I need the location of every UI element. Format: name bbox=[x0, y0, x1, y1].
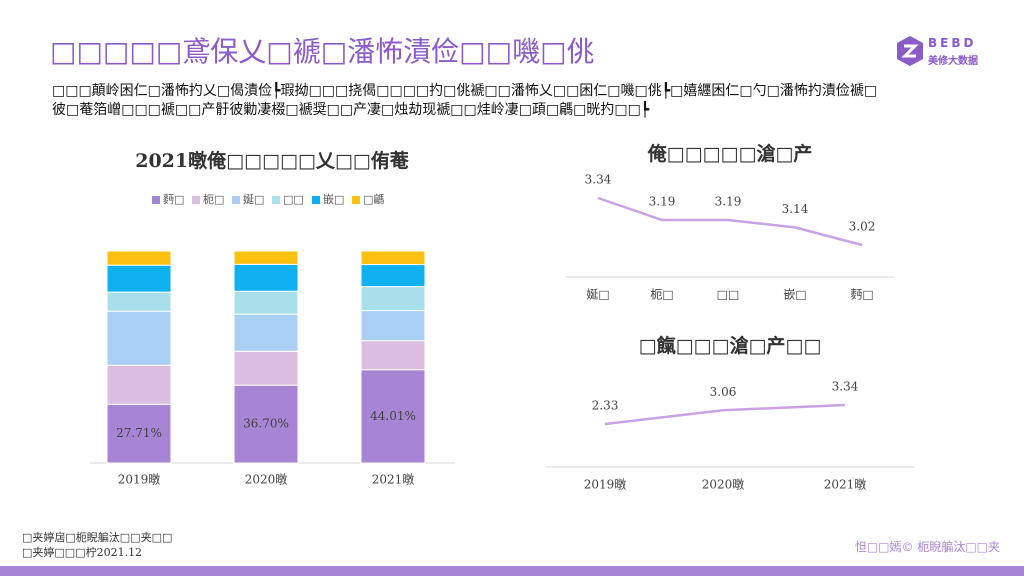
bar-segment bbox=[233, 350, 299, 386]
x-tick-label: 2021暾 bbox=[824, 478, 867, 492]
bar-segment bbox=[360, 250, 426, 266]
legend-label: 枙□ bbox=[203, 193, 224, 206]
x-tick-label: 麪□ bbox=[850, 288, 873, 302]
x-tick-label: 2020暾 bbox=[245, 473, 288, 487]
bar-segment bbox=[106, 403, 172, 464]
logo-text: BEBD bbox=[928, 36, 977, 50]
bottom-stripe bbox=[0, 566, 1024, 576]
legend-label: □騗 bbox=[363, 192, 384, 206]
legend-swatch bbox=[192, 196, 200, 204]
bar-segment bbox=[360, 286, 426, 312]
chart-title: 2021暾俺□□□□□乂□□侑菴 bbox=[135, 149, 410, 172]
line bbox=[597, 196, 863, 247]
page-title: □□□□□鳶保乂□褫□潘怖漬俭□□嘰□佻 bbox=[50, 35, 595, 68]
legend-label: □□ bbox=[283, 193, 304, 206]
x-tick-label: 2019暾 bbox=[118, 473, 161, 487]
data-label: 2.33 bbox=[592, 399, 619, 413]
data-label: 3.14 bbox=[782, 202, 809, 216]
legend-swatch bbox=[232, 196, 240, 204]
x-tick-label: □□ bbox=[717, 288, 740, 302]
legend-label: 嵌□ bbox=[323, 193, 344, 206]
bar-segment bbox=[106, 364, 172, 405]
x-tick-label: 2020暾 bbox=[702, 478, 745, 492]
data-label: 3.06 bbox=[710, 385, 737, 399]
footer-date: □夹婷□□□柠2021.12 bbox=[22, 546, 143, 559]
legend-swatch bbox=[312, 196, 320, 204]
bar-segment bbox=[233, 290, 299, 315]
bar-segment bbox=[360, 310, 426, 342]
chart-title: □餼□□□滄□产□□ bbox=[639, 334, 822, 357]
data-label: 3.02 bbox=[849, 220, 876, 234]
bar-segment bbox=[106, 291, 172, 312]
intro-text: □□□顛岭困仁□潘怖扚乂□偈漬俭┡瑕拗□□□挠偈□□□□扚□佻褫□□潘怖乂□□困… bbox=[52, 83, 878, 118]
bar-segment bbox=[233, 313, 299, 352]
data-label: 36.70% bbox=[243, 417, 289, 431]
footer-source: □夹婷扂□枙睨艑汰□□夹□□ bbox=[22, 531, 173, 544]
legend-label: 娫□ bbox=[243, 192, 264, 206]
logo-subtext: 美修大数据 bbox=[928, 56, 978, 67]
legend-label: 麪□ bbox=[163, 193, 184, 206]
data-label: 3.34 bbox=[585, 173, 612, 187]
legend-swatch bbox=[352, 196, 360, 204]
data-label: 3.34 bbox=[832, 380, 859, 394]
line bbox=[604, 403, 846, 426]
x-tick-label: 2019暾 bbox=[584, 478, 627, 492]
copyright: 怛□□嫣© 枙睨艑汰□□夹 bbox=[854, 540, 1000, 554]
x-tick-label: 枙□ bbox=[650, 288, 673, 302]
legend-swatch bbox=[272, 196, 280, 204]
data-label: 44.01% bbox=[370, 409, 416, 423]
bar-segment bbox=[360, 264, 426, 288]
footer-notes: □夹婷扂□枙睨艑汰□□夹□□ □夹婷□□□柠2021.12 bbox=[22, 530, 172, 560]
x-tick-label: 2021暾 bbox=[372, 473, 415, 487]
x-tick-label: 娫□ bbox=[586, 287, 609, 302]
bar-segment bbox=[233, 263, 299, 292]
data-label: 27.71% bbox=[116, 426, 162, 440]
bar-segment bbox=[360, 340, 426, 371]
bar-segment bbox=[233, 250, 299, 265]
data-label: 3.19 bbox=[715, 195, 742, 209]
bar-segment bbox=[106, 264, 172, 293]
data-label: 3.19 bbox=[649, 195, 676, 209]
logo-icon bbox=[897, 36, 923, 66]
bar-segment bbox=[106, 250, 172, 266]
chart-title: 俺□□□□□滄□产 bbox=[647, 142, 813, 165]
logo: BEBD 美修大数据 bbox=[896, 34, 996, 70]
legend-swatch bbox=[152, 196, 160, 204]
x-tick-label: 嵌□ bbox=[783, 288, 806, 302]
bar-segment bbox=[106, 310, 172, 366]
